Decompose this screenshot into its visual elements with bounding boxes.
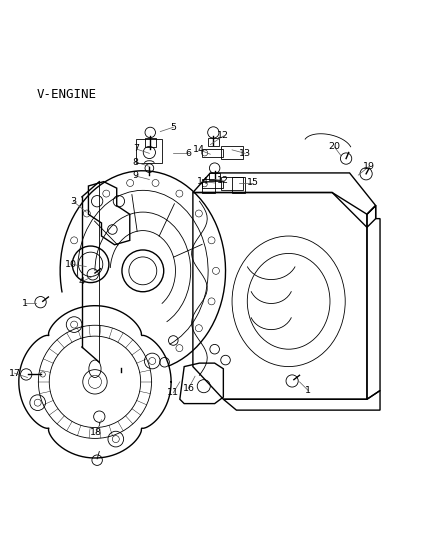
Text: 12: 12	[217, 176, 230, 185]
Text: 20: 20	[328, 142, 340, 151]
Text: 17: 17	[8, 369, 21, 377]
Text: 14: 14	[194, 146, 205, 155]
Text: 6: 6	[186, 149, 191, 158]
Text: 19: 19	[363, 162, 375, 171]
Text: 11: 11	[167, 388, 179, 397]
Bar	[136, 139, 162, 163]
Text: 14: 14	[197, 177, 208, 186]
Text: 1: 1	[22, 299, 28, 308]
Text: 12: 12	[217, 132, 230, 140]
Bar	[201, 181, 223, 188]
Bar	[201, 149, 223, 157]
Bar	[221, 146, 243, 158]
Bar	[209, 173, 220, 180]
Text: 9: 9	[132, 172, 138, 181]
Text: 3: 3	[70, 197, 76, 206]
Text: 4: 4	[79, 277, 85, 286]
Text: 7: 7	[133, 144, 139, 154]
Text: 15: 15	[247, 179, 259, 188]
Text: 13: 13	[239, 149, 251, 158]
Text: 18: 18	[90, 428, 102, 437]
Text: 8: 8	[132, 158, 138, 166]
Text: 1: 1	[305, 386, 311, 395]
Text: 5: 5	[170, 123, 177, 132]
Bar	[145, 138, 156, 147]
Bar	[208, 138, 219, 146]
Text: 16: 16	[183, 384, 194, 393]
Bar	[221, 177, 243, 190]
Text: 10: 10	[65, 260, 77, 269]
Text: V-ENGINE: V-ENGINE	[36, 88, 96, 101]
